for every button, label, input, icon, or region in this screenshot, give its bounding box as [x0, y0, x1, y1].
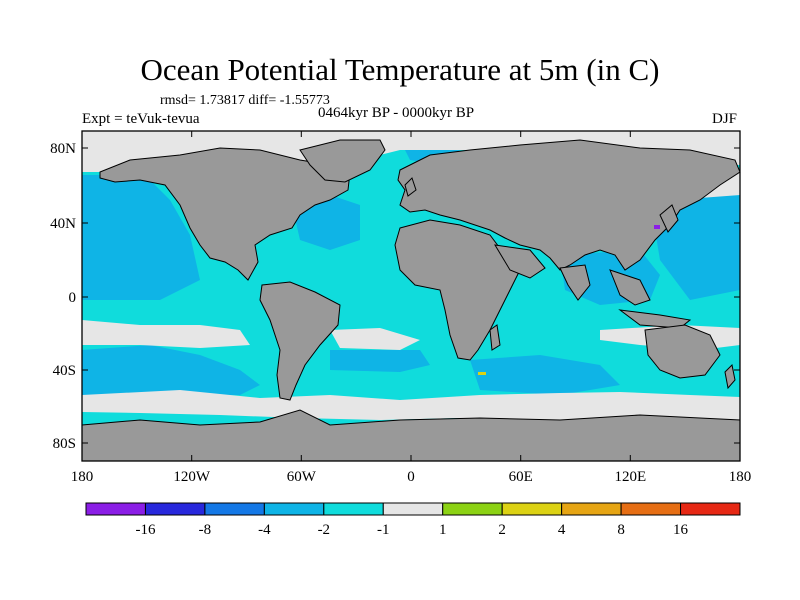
madagascar [489, 324, 501, 351]
warming-spots [478, 225, 660, 375]
colorbar: -16 -8 -4 -2 -1 1 2 4 8 16 [85, 502, 741, 538]
lon-label: 120E [614, 469, 646, 485]
indonesia [618, 309, 692, 329]
map-title: Ocean Potential Temperature at 5m (in C) [140, 52, 660, 87]
map-plot-area [81, 131, 741, 462]
land-masses [81, 139, 741, 462]
colorbar-swatch [501, 502, 563, 516]
lon-label: 60E [509, 469, 533, 485]
colorbar-swatch [263, 502, 325, 516]
colorbar-swatch [323, 502, 384, 516]
lat-label: 0 [69, 290, 77, 306]
colorbar-label: 1 [439, 522, 447, 538]
south-america [259, 281, 341, 401]
rmsd-diff-stats: rmsd= 1.73817 diff= -1.55773 [160, 93, 330, 108]
india [559, 264, 591, 301]
southeast-asia [609, 269, 651, 306]
colorbar-label: 4 [558, 522, 566, 538]
lon-label: 0 [407, 469, 415, 485]
arabia [494, 244, 546, 279]
australia [644, 324, 721, 379]
lon-label: 60W [287, 469, 317, 485]
colorbar-label: -8 [199, 522, 212, 538]
colorbar-label: 2 [498, 522, 506, 538]
latitude-axis: 80N 40N 0 40S 80S [50, 141, 740, 452]
colorbar-label: -2 [318, 522, 331, 538]
lat-label: 40S [53, 363, 76, 379]
season-label: DJF [712, 111, 738, 127]
colorbar-label: -4 [258, 522, 271, 538]
colorbar-swatch [144, 502, 206, 516]
lon-label: 120W [173, 469, 211, 485]
lat-label: 80N [50, 141, 76, 157]
colorbar-swatch [85, 502, 146, 516]
greenland [299, 139, 386, 183]
colorbar-swatch [620, 502, 682, 516]
north-america [99, 147, 351, 281]
colorbar-swatch [680, 502, 741, 516]
colorbar-swatch [382, 502, 444, 516]
longitude-axis: 180 120W 60W 0 60E 120E 180 [71, 131, 752, 485]
lat-label: 80S [53, 436, 76, 452]
new-zealand [724, 363, 736, 390]
colorbar-swatch [204, 502, 265, 516]
colorbar-label: 16 [673, 522, 689, 538]
uk [404, 177, 417, 197]
colorbar-swatch [561, 502, 622, 516]
colorbar-label: -1 [377, 522, 390, 538]
colorbar-label: 8 [617, 522, 625, 538]
lon-label: 180 [729, 469, 752, 485]
lon-label: 180 [71, 469, 94, 485]
period-label: 0464kyr BP - 0000kyr BP [318, 105, 475, 121]
africa [394, 219, 521, 361]
japan [659, 204, 679, 233]
colorbar-label: -16 [135, 522, 155, 538]
colorbar-swatch [442, 502, 503, 516]
lat-label: 40N [50, 216, 76, 232]
eurasia [397, 139, 741, 271]
experiment-label: Expt = teVuk-tevua [82, 111, 200, 127]
